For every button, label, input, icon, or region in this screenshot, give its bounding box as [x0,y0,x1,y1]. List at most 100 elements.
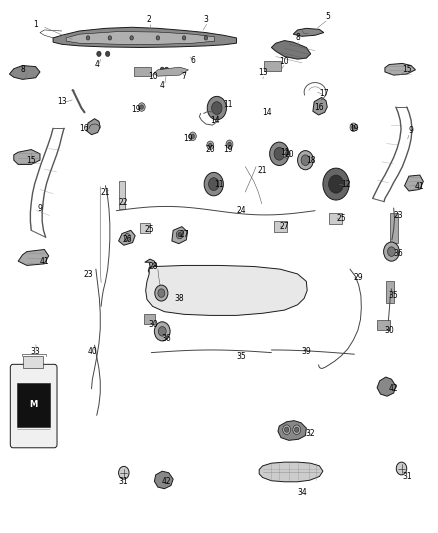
Text: 35: 35 [389,291,399,300]
Text: 26: 26 [123,236,132,245]
Bar [120,181,125,209]
Text: 19: 19 [184,134,193,143]
Circle shape [293,425,300,434]
Circle shape [283,150,290,158]
Text: 19: 19 [350,124,359,133]
Text: M: M [29,400,38,409]
Text: 19: 19 [223,145,233,154]
Text: 23: 23 [393,212,403,221]
Circle shape [164,67,169,72]
Text: 30: 30 [385,326,394,335]
Circle shape [124,233,131,241]
Text: 29: 29 [354,273,364,281]
Circle shape [189,132,196,141]
Bar [390,213,398,243]
Text: 27: 27 [280,222,290,231]
Text: 9: 9 [409,126,413,135]
Text: 8: 8 [20,66,25,74]
Text: 22: 22 [118,198,128,207]
Circle shape [294,427,299,432]
Circle shape [97,51,101,56]
Text: 11: 11 [280,148,289,157]
Circle shape [352,125,355,130]
Text: 25: 25 [145,225,154,234]
Text: 11: 11 [214,180,224,189]
Circle shape [130,36,134,40]
Bar [140,223,150,233]
Text: 10: 10 [280,58,290,66]
Text: 19: 19 [131,105,141,114]
Circle shape [208,177,219,190]
Text: 36: 36 [393,249,403,258]
Polygon shape [385,63,416,75]
Circle shape [285,152,288,156]
Circle shape [328,175,343,193]
Bar [23,356,43,368]
Text: 11: 11 [223,100,233,109]
Polygon shape [53,27,237,47]
Text: 42: 42 [389,384,399,393]
Polygon shape [18,249,49,265]
Text: 13: 13 [57,97,67,106]
Text: 38: 38 [175,294,184,303]
Text: 6: 6 [191,56,195,65]
Polygon shape [10,66,40,79]
Polygon shape [313,98,327,115]
Text: 4: 4 [160,81,165,90]
Polygon shape [293,28,324,36]
Text: 32: 32 [306,430,315,439]
Circle shape [160,67,164,72]
Text: 21: 21 [258,166,268,175]
Text: 39: 39 [301,347,311,356]
FancyBboxPatch shape [11,365,57,448]
Circle shape [384,242,399,261]
Circle shape [204,172,223,196]
Polygon shape [153,67,188,76]
Text: 16: 16 [79,124,88,133]
Circle shape [156,36,159,40]
Circle shape [228,142,231,147]
Text: 15: 15 [26,156,36,165]
Circle shape [323,168,349,200]
Text: 10: 10 [148,71,158,80]
Text: 7: 7 [182,71,187,80]
Text: 28: 28 [149,262,158,271]
Text: 34: 34 [297,488,307,497]
Polygon shape [119,230,135,245]
Text: 24: 24 [236,206,246,215]
Text: 41: 41 [39,257,49,265]
Circle shape [297,151,313,169]
Text: 17: 17 [319,89,328,98]
Text: 30: 30 [148,320,159,329]
Circle shape [350,123,357,132]
Text: 40: 40 [88,347,97,356]
Text: 14: 14 [210,116,219,125]
Circle shape [204,36,208,40]
Bar [134,67,151,76]
Text: 18: 18 [306,156,315,165]
Circle shape [155,285,168,301]
Text: 27: 27 [179,230,189,239]
Circle shape [182,36,186,40]
Polygon shape [278,421,306,440]
Bar [386,281,394,303]
Text: 33: 33 [31,347,40,356]
Circle shape [176,230,183,239]
Circle shape [108,36,112,40]
Bar [144,314,155,324]
Text: 25: 25 [336,214,346,223]
Circle shape [285,427,289,432]
Text: 12: 12 [341,180,350,189]
Circle shape [178,232,181,237]
Bar [264,61,281,71]
Bar [17,383,49,427]
Polygon shape [405,175,424,191]
Circle shape [396,462,407,475]
Text: 4: 4 [94,60,99,69]
Text: 13: 13 [258,68,268,77]
Bar [329,213,342,224]
Text: 42: 42 [162,478,171,486]
Polygon shape [154,471,173,489]
Polygon shape [14,150,40,165]
Polygon shape [146,265,307,316]
